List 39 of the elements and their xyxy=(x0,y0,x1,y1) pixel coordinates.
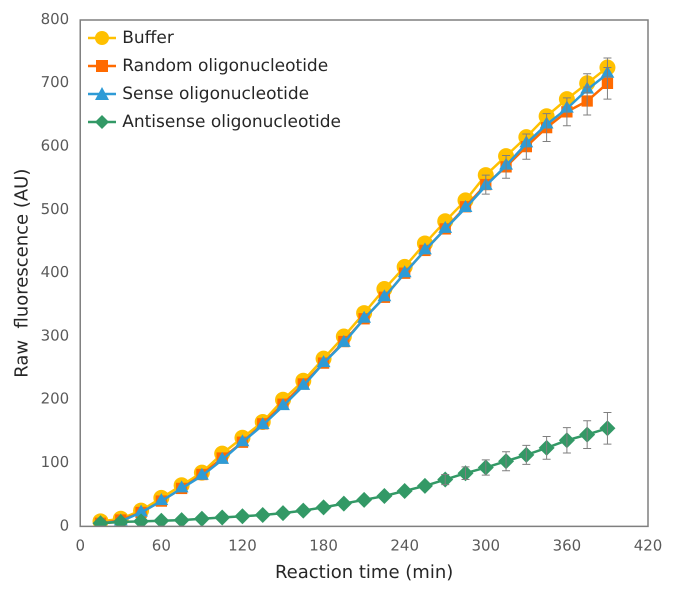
point xyxy=(582,95,593,107)
point xyxy=(194,510,210,526)
point xyxy=(336,496,352,512)
y-tick-label: 400 xyxy=(40,263,70,282)
x-tick-label: 180 xyxy=(309,536,338,554)
x-tick-label: 60 xyxy=(152,536,171,554)
point xyxy=(295,502,312,519)
x-tick-label: 360 xyxy=(552,536,582,554)
y-tick-label: 600 xyxy=(40,136,70,154)
y-tick-label: 700 xyxy=(40,73,70,92)
legend-label: Antisense oligonucleotide xyxy=(122,112,341,132)
point xyxy=(316,499,332,516)
y-tick-label: 0 xyxy=(60,516,70,534)
legend-label: Random oligonucleotide xyxy=(122,56,328,76)
x-axis-title: Reaction time (min) xyxy=(274,562,454,583)
point xyxy=(275,505,292,522)
y-tick-label: 200 xyxy=(40,390,70,408)
y-tick-label: 100 xyxy=(40,452,70,471)
x-tick-label: 240 xyxy=(390,536,419,554)
legend-label: Buffer xyxy=(122,28,174,48)
legend-label: Sense oligonucleotide xyxy=(122,84,310,104)
y-tick-label: 800 xyxy=(40,10,70,28)
point xyxy=(437,472,454,488)
point xyxy=(356,492,372,508)
point xyxy=(396,482,413,499)
x-tick-label: 300 xyxy=(471,536,500,554)
y-axis-title: Raw fluorescence (AU) xyxy=(11,168,32,378)
x-tick-label: 120 xyxy=(228,536,257,554)
point xyxy=(416,478,433,494)
point xyxy=(376,488,392,504)
y-tick-label: 500 xyxy=(40,200,70,218)
point xyxy=(254,507,271,524)
x-tick-label: 0 xyxy=(75,536,86,554)
point xyxy=(174,512,190,526)
point xyxy=(214,510,230,526)
point xyxy=(458,465,474,482)
y-tick-label: 300 xyxy=(40,326,70,344)
x-tick-label: 420 xyxy=(634,536,662,554)
point xyxy=(234,508,250,524)
